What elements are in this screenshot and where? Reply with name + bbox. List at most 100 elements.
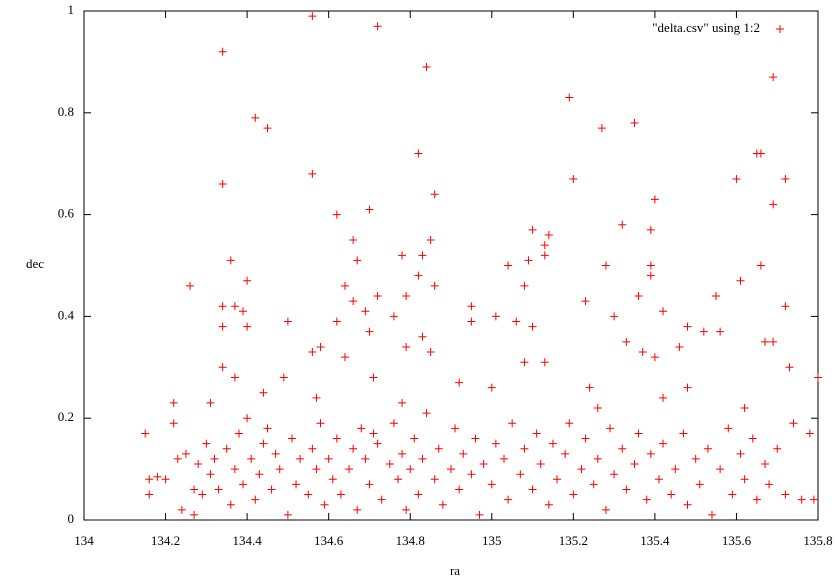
point bbox=[316, 419, 325, 428]
point bbox=[181, 449, 190, 458]
y-tick-label: 0 bbox=[68, 511, 75, 526]
point bbox=[520, 444, 529, 453]
point bbox=[540, 251, 549, 260]
point bbox=[414, 149, 423, 158]
point bbox=[447, 465, 455, 474]
point bbox=[357, 424, 366, 433]
point bbox=[789, 419, 798, 428]
y-tick-label: 1 bbox=[68, 2, 75, 17]
point bbox=[283, 510, 292, 519]
point bbox=[234, 429, 243, 438]
point bbox=[145, 475, 154, 484]
point bbox=[756, 261, 765, 270]
y-axis-label: dec bbox=[26, 256, 44, 271]
point bbox=[349, 236, 358, 245]
point bbox=[785, 363, 794, 372]
point bbox=[451, 424, 460, 433]
point bbox=[646, 271, 655, 280]
x-tick-label: 134.8 bbox=[396, 533, 425, 548]
point bbox=[230, 465, 239, 474]
point bbox=[544, 230, 553, 239]
point bbox=[275, 465, 284, 474]
point bbox=[202, 439, 211, 448]
point bbox=[173, 454, 182, 463]
point bbox=[259, 388, 268, 397]
point bbox=[504, 261, 513, 270]
point bbox=[369, 429, 378, 438]
point bbox=[805, 429, 814, 438]
point bbox=[683, 322, 692, 331]
point bbox=[308, 444, 317, 453]
point bbox=[365, 480, 374, 489]
point bbox=[646, 261, 655, 270]
point bbox=[373, 22, 382, 31]
point bbox=[781, 490, 790, 499]
point bbox=[430, 475, 439, 484]
x-tick-label: 135.6 bbox=[722, 533, 752, 548]
point bbox=[345, 465, 354, 474]
point bbox=[703, 444, 712, 453]
point bbox=[283, 317, 292, 326]
point bbox=[695, 480, 704, 489]
point bbox=[251, 113, 260, 122]
point bbox=[296, 454, 305, 463]
point bbox=[312, 465, 321, 474]
point bbox=[190, 510, 199, 519]
point bbox=[361, 454, 370, 463]
point bbox=[161, 475, 170, 484]
point bbox=[675, 342, 684, 351]
point bbox=[398, 398, 407, 407]
point bbox=[385, 460, 394, 469]
point bbox=[467, 302, 476, 311]
point bbox=[487, 480, 496, 489]
point bbox=[194, 460, 203, 469]
legend-label: "delta.csv" using 1:2 bbox=[652, 20, 760, 35]
point bbox=[226, 256, 235, 265]
point bbox=[475, 510, 484, 519]
point bbox=[198, 490, 207, 499]
point bbox=[561, 449, 570, 458]
y-tick-label: 0.8 bbox=[58, 104, 74, 119]
point bbox=[467, 470, 476, 479]
point bbox=[724, 424, 733, 433]
point bbox=[520, 281, 529, 290]
point bbox=[467, 317, 476, 326]
point bbox=[389, 312, 398, 321]
point bbox=[650, 353, 659, 362]
point bbox=[593, 454, 602, 463]
point bbox=[332, 317, 341, 326]
point bbox=[565, 419, 574, 428]
point bbox=[610, 470, 619, 479]
point bbox=[589, 480, 598, 489]
point bbox=[353, 505, 362, 514]
point bbox=[773, 444, 782, 453]
point bbox=[267, 485, 276, 494]
point bbox=[141, 429, 150, 438]
point bbox=[218, 363, 227, 372]
point bbox=[312, 393, 321, 402]
point bbox=[353, 256, 362, 265]
point bbox=[214, 485, 223, 494]
point bbox=[410, 434, 419, 443]
x-tick-label: 135.2 bbox=[559, 533, 588, 548]
point bbox=[455, 485, 464, 494]
point bbox=[402, 342, 411, 351]
point bbox=[769, 337, 778, 346]
y-tick-label: 0.6 bbox=[58, 206, 75, 221]
point bbox=[218, 302, 227, 311]
point bbox=[263, 124, 272, 133]
point bbox=[638, 348, 647, 357]
point bbox=[153, 472, 162, 481]
point bbox=[430, 281, 439, 290]
point bbox=[389, 419, 398, 428]
point bbox=[190, 485, 199, 494]
x-tick-label: 135.8 bbox=[803, 533, 832, 548]
point bbox=[491, 312, 500, 321]
point bbox=[512, 317, 521, 326]
point bbox=[430, 190, 439, 199]
point bbox=[618, 444, 627, 453]
point bbox=[528, 225, 537, 234]
point bbox=[279, 373, 288, 382]
point bbox=[707, 510, 716, 519]
x-axis-label: ra bbox=[450, 563, 460, 578]
